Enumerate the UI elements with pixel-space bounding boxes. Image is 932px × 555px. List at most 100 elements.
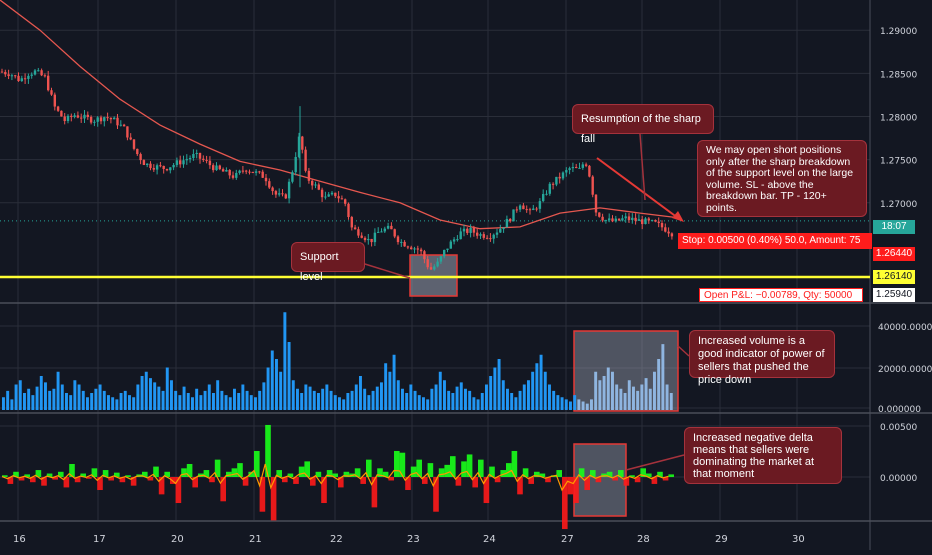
delta-signal-line [1, 463, 669, 492]
delta-bar [181, 468, 187, 477]
candle-body [165, 169, 169, 171]
candle-body [195, 152, 198, 155]
delta-bar [192, 477, 198, 488]
date-tick-label: 27 [561, 534, 574, 545]
volume-bar [480, 393, 484, 410]
volume-bar [178, 395, 182, 410]
delta-bar [108, 477, 114, 481]
delta-bar [18, 477, 25, 481]
delta-bar [433, 477, 439, 512]
candle-body [122, 124, 126, 127]
candle-body [50, 90, 53, 95]
candle-body [56, 106, 60, 111]
delta-bar [478, 459, 484, 477]
candle-body [347, 203, 350, 218]
candle-body [116, 117, 119, 126]
date-tick-label: 28 [637, 534, 650, 545]
candle-body [225, 170, 228, 172]
open-pnl-tag[interactable]: Open P&L: −0.00789, Qty: 50000 [699, 288, 863, 302]
delta-bar [242, 477, 249, 486]
candle-body [535, 208, 538, 210]
candle-body [654, 220, 657, 222]
candle-body [89, 116, 93, 123]
candle-body [334, 192, 337, 197]
volume-bar [468, 390, 472, 410]
delta-bar [438, 468, 445, 477]
delta-bar [472, 477, 478, 488]
volume-bar [564, 399, 568, 410]
candle-body [664, 227, 667, 232]
volume-bar [224, 395, 228, 410]
candle-body [538, 201, 542, 209]
candle-body [337, 196, 340, 199]
volume-bar [581, 401, 585, 410]
volume-bar [623, 393, 627, 410]
candle-body [528, 209, 532, 211]
delta-bar [629, 475, 635, 477]
candle-body [287, 181, 291, 199]
delta-bar [506, 463, 512, 477]
volume-bar [157, 386, 161, 410]
date-tick-label: 16 [13, 534, 26, 545]
delta-bar [293, 477, 299, 484]
stop-order-tag[interactable]: Stop: 0.00500 (0.40%) 50.0, Amount: 75 [678, 233, 872, 249]
volume-bar [405, 393, 409, 410]
date-tick-label: 22 [330, 534, 343, 545]
volume-bar [207, 384, 211, 410]
candle-body [660, 223, 664, 228]
volume-bar [661, 344, 665, 410]
candle-body [410, 247, 413, 250]
candle-body [400, 241, 403, 243]
candle-body [489, 238, 492, 240]
delta-bar [640, 468, 646, 477]
volume-bar [216, 380, 220, 410]
candle-body [532, 208, 535, 211]
delta-bar [24, 474, 30, 477]
annotation-delta: Increased negative delta means that sell… [684, 427, 842, 484]
volume-bar [354, 384, 358, 410]
price-tick-label: 1.28500 [880, 70, 917, 80]
volume-bar [384, 363, 388, 410]
volume-bar [35, 386, 39, 410]
volume-bar [296, 388, 299, 410]
entry-price-tag: 1.25940 [873, 288, 915, 302]
delta-bar [595, 477, 602, 483]
delta-bar [30, 477, 36, 483]
delta-bar [46, 473, 53, 477]
delta-bar [500, 470, 506, 477]
volume-bar [144, 371, 148, 410]
volume-bar [455, 386, 459, 410]
volume-bar [128, 395, 131, 410]
volume-bar [111, 397, 115, 410]
volume-bar [39, 376, 43, 410]
delta-bar [634, 477, 641, 483]
axis-labels: 1.29000 1.28500 1.28000 1.27500 1.27000 40000… [13, 27, 932, 545]
candle-body [175, 160, 179, 165]
delta-bar [74, 477, 81, 483]
delta-bar [114, 472, 120, 477]
candle-body [311, 180, 314, 186]
volume-bar [249, 395, 253, 410]
volume-bar [510, 393, 514, 410]
delta-bar [455, 477, 462, 486]
candle-body [561, 172, 565, 179]
volume-bar [325, 384, 329, 410]
candle-body [637, 219, 641, 221]
candle-body [482, 234, 485, 238]
volume-bar [283, 312, 287, 410]
volume-bar [275, 359, 278, 410]
volume-bar [165, 367, 169, 410]
volume-pane [2, 312, 673, 410]
delta-bar [534, 471, 540, 477]
delta-bar [545, 477, 551, 483]
volume-bar [434, 384, 438, 410]
volume-bar [52, 388, 56, 410]
delta-bar [539, 473, 546, 477]
stop-price-tag: 1.26440 [873, 247, 915, 261]
candle-body [518, 205, 522, 210]
candle-body [60, 110, 63, 117]
delta-bar [304, 461, 310, 477]
delta-bar [494, 477, 501, 483]
